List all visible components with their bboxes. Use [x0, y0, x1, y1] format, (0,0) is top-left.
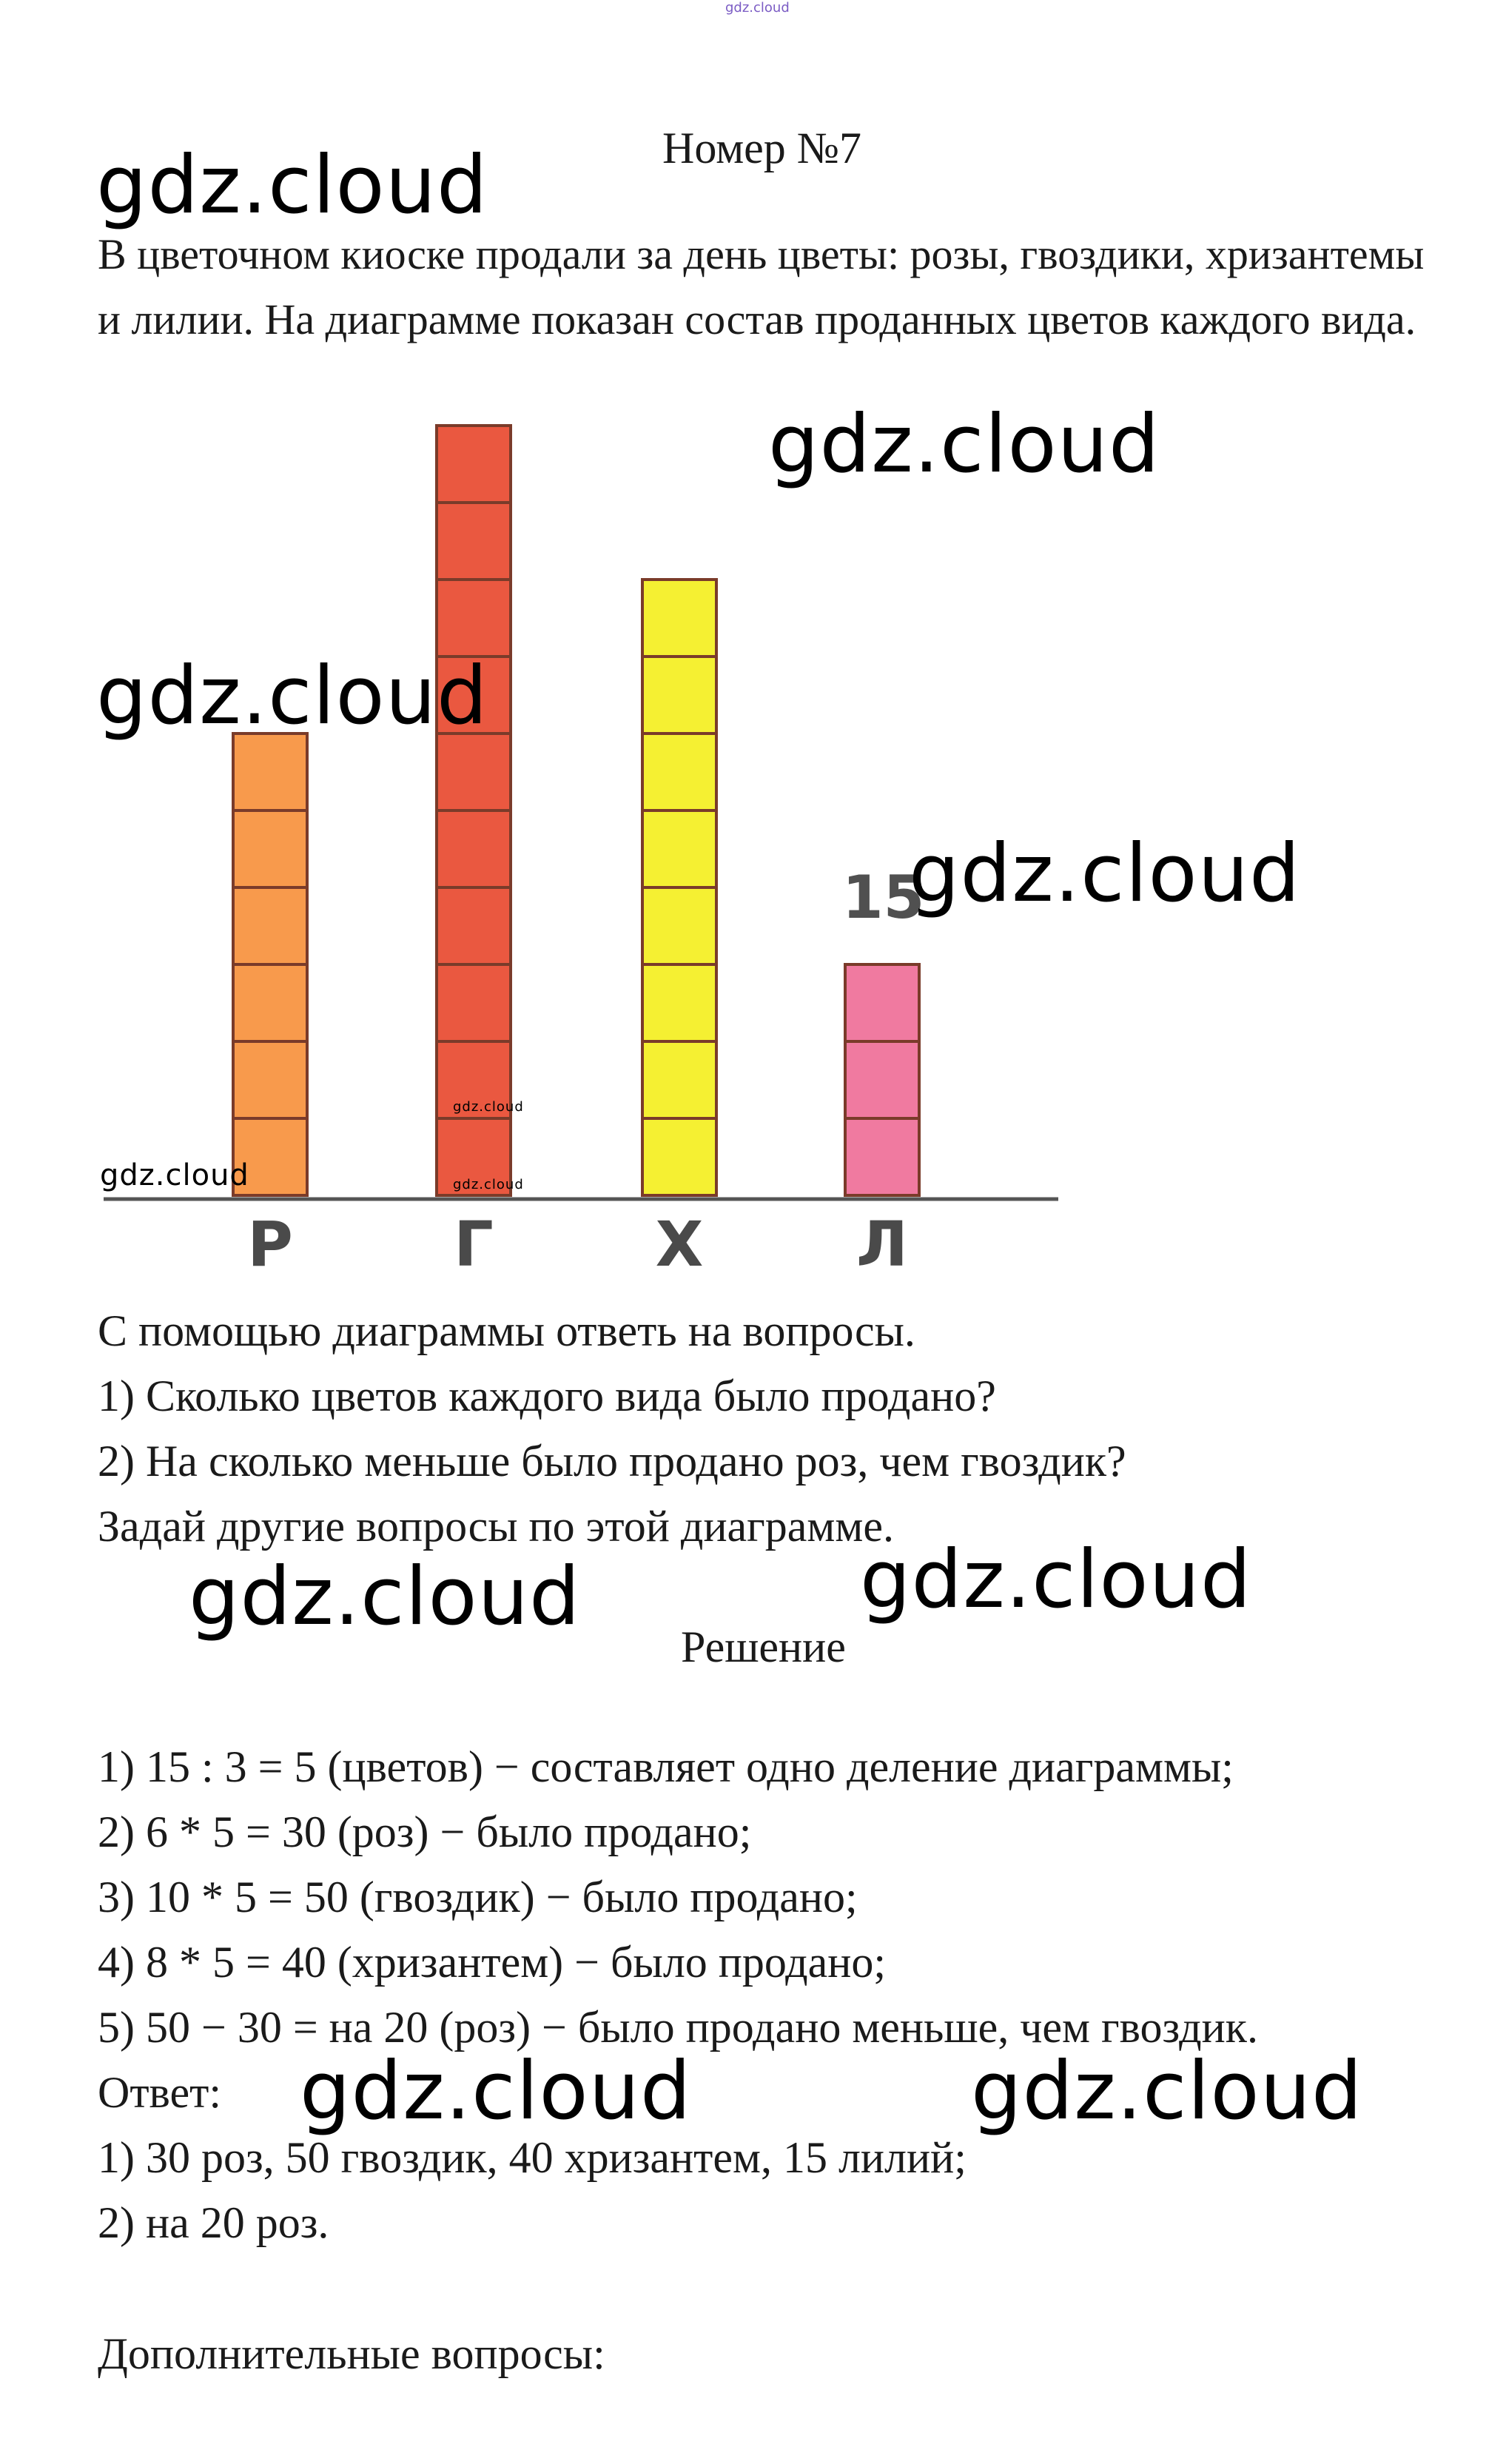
watermark: gdz.cloud: [189, 1551, 581, 1643]
bar-segment: [641, 732, 718, 812]
bar-segment: [641, 886, 718, 966]
solution-step: 4) 8 * 5 = 40 (хризантем) − было продано…: [98, 1938, 887, 1987]
watermark: gdz.cloud: [96, 139, 488, 232]
bar-segment: [641, 963, 718, 1043]
watermark: gdz.cloud: [100, 1158, 249, 1192]
x-tick-label: Л: [856, 1208, 908, 1280]
solution-step: 3) 10 * 5 = 50 (гвоздик) − было продано;: [98, 1873, 858, 1921]
bar-segment: [641, 809, 718, 889]
bar-segment: [232, 886, 309, 966]
bar-segment: [232, 963, 309, 1043]
bar-segment: [641, 655, 718, 735]
question-2: 2) На сколько меньше было продано роз, ч…: [98, 1437, 1126, 1486]
watermark: gdz.cloud: [300, 2045, 692, 2138]
problem-text: В цветочном киоске продали за день цветы…: [98, 230, 1425, 343]
watermark: gdz.cloud: [971, 2045, 1363, 2138]
watermark: gdz.cloud: [860, 1534, 1252, 1626]
bar-chart: Р Г Х Л 15: [104, 424, 1058, 1280]
solution-heading: Решение: [681, 1622, 846, 1671]
bar-segment: [232, 1117, 309, 1197]
solution-step: 5) 50 − 30 = на 20 (роз) − было продано …: [98, 2003, 1258, 2052]
bar-segment: [435, 1117, 512, 1197]
watermark: gdz.cloud: [453, 1177, 524, 1192]
page-title: Номер №7: [662, 124, 862, 172]
x-tick-label: Х: [656, 1208, 704, 1280]
answer-label: Ответ:: [98, 2068, 222, 2117]
watermark: gdz.cloud: [96, 650, 488, 742]
bar-segment: [435, 809, 512, 889]
watermark: gdz.cloud: [909, 828, 1301, 920]
answer-line: 1) 30 роз, 50 гвоздик, 40 хризантем, 15 …: [98, 2133, 967, 2182]
solution-step: 2) 6 * 5 = 30 (роз) − было продано;: [98, 1807, 752, 1856]
bar-segment: [641, 1117, 718, 1197]
bar-segment: [435, 886, 512, 966]
questions-intro: С помощью диаграммы ответь на вопросы.: [98, 1306, 915, 1355]
bar-segment: [232, 809, 309, 889]
watermark: gdz.cloud: [768, 398, 1160, 491]
bar-segment: [844, 1040, 921, 1120]
question-1: 1) Сколько цветов каждого вида было прод…: [98, 1372, 996, 1420]
bar-segment: [435, 655, 512, 735]
bar-segment: [232, 1040, 309, 1120]
bar-data-label: 15: [842, 863, 924, 932]
bar-segment: [844, 1117, 921, 1197]
watermark: gdz.cloud: [453, 1099, 524, 1115]
bar-segment: [641, 578, 718, 658]
chart-bars: [232, 424, 921, 1197]
bar-segment: [435, 963, 512, 1043]
additional-questions: Дополнительные вопросы:: [98, 2329, 605, 2378]
bar-segment: [641, 1040, 718, 1120]
bar-segment: [844, 963, 921, 1043]
questions-extra: Задай другие вопросы по этой диаграмме.: [98, 1502, 894, 1551]
x-tick-label: Г: [454, 1208, 494, 1280]
bar-segment: [435, 732, 512, 812]
x-tick-label: Р: [247, 1208, 293, 1280]
bar-segment: [435, 424, 512, 504]
bar-segment: [435, 501, 512, 581]
bar-segment: [232, 732, 309, 812]
answer-line: 2) на 20 роз.: [98, 2198, 329, 2247]
solution-step: 1) 15 : 3 = 5 (цветов) − составляет одно…: [98, 1742, 1234, 1791]
header-watermark: gdz.cloud: [725, 0, 790, 16]
bar-segment: [435, 578, 512, 658]
